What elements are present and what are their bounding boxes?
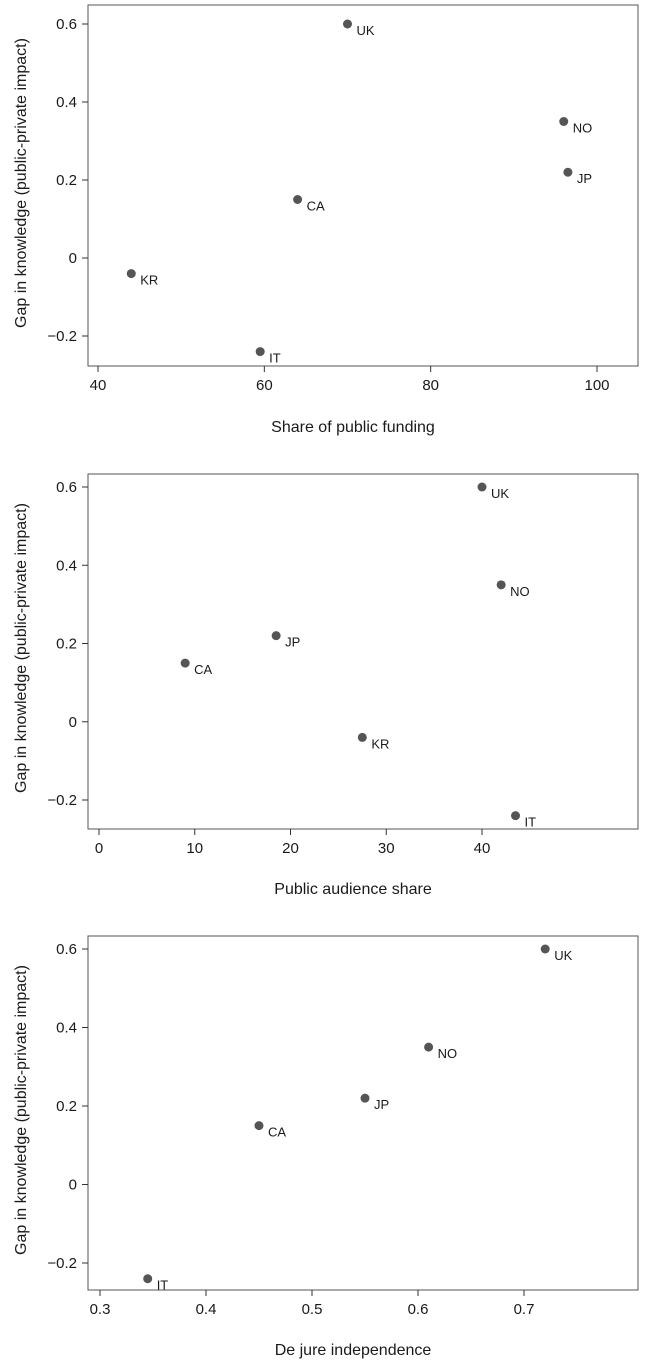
point-label-uk: UK bbox=[491, 486, 509, 501]
x-tick-label: 40 bbox=[90, 377, 107, 394]
plot-frame bbox=[87, 4, 639, 367]
plot-frame bbox=[87, 935, 639, 1291]
point-label-it: IT bbox=[525, 815, 537, 830]
x-tick-label: 30 bbox=[378, 840, 395, 857]
scatter-panel-3: −0.2 0 0.2 0.4 0.6 0.3 0.4 0.5 0.6 0.7 De jure ind… bbox=[13, 935, 639, 1359]
y-tick-label: 0 bbox=[69, 714, 77, 731]
point-label-kr: KR bbox=[371, 736, 389, 751]
y-tick-label: 0 bbox=[69, 1177, 77, 1194]
x-tick-label: 100 bbox=[584, 377, 609, 394]
point-label-uk: UK bbox=[357, 23, 375, 38]
data-point-no bbox=[424, 1042, 434, 1052]
point-label-ca: CA bbox=[307, 199, 325, 214]
data-point-ca bbox=[180, 658, 190, 668]
y-tick-label: 0.2 bbox=[56, 636, 77, 653]
x-axis-title: Public audience share bbox=[274, 881, 432, 898]
y-tick-label: 0.4 bbox=[56, 94, 77, 111]
x-tick-label: 0.4 bbox=[196, 1301, 217, 1318]
y-axis-title: Gap in knowledge (public-private impact) bbox=[13, 38, 30, 328]
y-tick-label: 0.2 bbox=[56, 1098, 77, 1115]
point-label-it: IT bbox=[269, 351, 281, 366]
data-point-it bbox=[143, 1274, 153, 1284]
point-label-no: NO bbox=[438, 1046, 458, 1061]
x-tick-label: 60 bbox=[256, 377, 273, 394]
y-tick-label: 0.6 bbox=[56, 16, 77, 33]
point-label-uk: UK bbox=[554, 948, 572, 963]
x-tick-label: 0.6 bbox=[408, 1301, 429, 1318]
point-label-jp: JP bbox=[374, 1097, 389, 1112]
y-tick-label: 0.4 bbox=[56, 557, 77, 574]
data-point-ca bbox=[293, 195, 303, 204]
x-axis-title: Share of public funding bbox=[271, 419, 435, 436]
point-label-no: NO bbox=[510, 584, 530, 599]
data-point-jp bbox=[563, 167, 573, 177]
x-tick-label: 20 bbox=[282, 840, 299, 857]
y-tick-label: 0.2 bbox=[56, 172, 77, 189]
data-point-it bbox=[255, 347, 265, 357]
y-tick-label: −0.2 bbox=[47, 328, 77, 345]
y-tick-label: 0.4 bbox=[56, 1020, 77, 1037]
data-point-uk bbox=[343, 19, 352, 29]
point-label-kr: KR bbox=[140, 273, 158, 288]
y-tick-label: 0 bbox=[69, 250, 77, 267]
point-label-ca: CA bbox=[194, 662, 212, 677]
y-tick-label: 0.6 bbox=[56, 479, 77, 496]
data-point-uk bbox=[540, 944, 550, 954]
data-point-kr bbox=[126, 269, 136, 279]
plot-frame bbox=[87, 473, 639, 830]
y-axis-title: Gap in knowledge (public-private impact) bbox=[13, 503, 30, 793]
data-point-jp bbox=[271, 631, 281, 641]
x-tick-label: 80 bbox=[422, 377, 439, 394]
x-tick-label: 0.3 bbox=[90, 1301, 111, 1318]
y-tick-label: −0.2 bbox=[47, 792, 77, 809]
point-label-ca: CA bbox=[268, 1125, 286, 1140]
x-axis-title: De jure independence bbox=[275, 1342, 432, 1359]
data-point-it bbox=[511, 811, 521, 821]
y-axis-title: Gap in knowledge (public-private impact) bbox=[13, 965, 30, 1255]
point-label-jp: JP bbox=[285, 635, 300, 650]
point-label-jp: JP bbox=[577, 171, 592, 186]
x-tick-label: 0.7 bbox=[514, 1301, 535, 1318]
data-point-jp bbox=[360, 1093, 370, 1103]
point-label-it: IT bbox=[157, 1278, 169, 1293]
x-tick-label: 40 bbox=[474, 840, 491, 857]
y-tick-label: −0.2 bbox=[47, 1255, 77, 1272]
data-point-kr bbox=[357, 732, 367, 742]
data-point-no bbox=[496, 580, 506, 590]
y-tick-label: 0.6 bbox=[56, 941, 77, 958]
data-point-ca bbox=[254, 1121, 264, 1131]
x-tick-label: 0.5 bbox=[302, 1301, 323, 1318]
x-tick-label: 10 bbox=[186, 840, 203, 857]
scatter-panel-1: −0.2 0 0.2 0.4 0.6 40 60 80 100 Share of public f… bbox=[13, 4, 639, 436]
point-label-no: NO bbox=[573, 121, 593, 136]
data-point-uk bbox=[477, 482, 487, 492]
scatter-panel-2: −0.2 0 0.2 0.4 0.6 0 10 20 30 40 Public audience s… bbox=[13, 473, 639, 898]
data-point-no bbox=[559, 117, 569, 126]
x-tick-label: 0 bbox=[95, 840, 103, 857]
